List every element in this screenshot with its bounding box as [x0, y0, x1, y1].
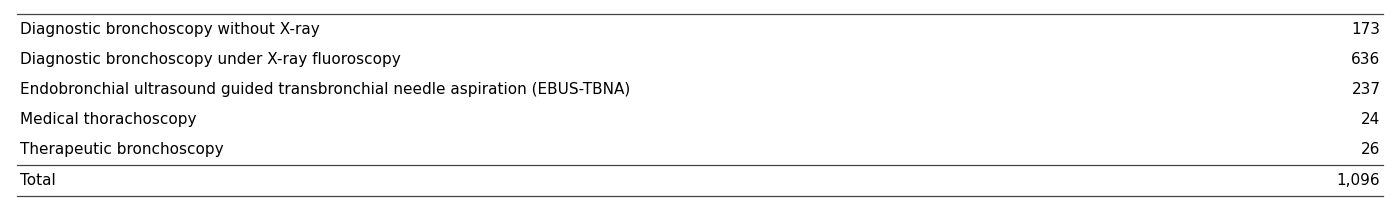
Text: 636: 636 [1351, 52, 1380, 67]
Text: 1,096: 1,096 [1337, 173, 1380, 188]
Text: Medical thorachoscopy: Medical thorachoscopy [20, 112, 196, 127]
Text: 24: 24 [1361, 112, 1380, 127]
Text: Diagnostic bronchoscopy under X-ray fluoroscopy: Diagnostic bronchoscopy under X-ray fluo… [20, 52, 400, 67]
Text: 26: 26 [1361, 142, 1380, 157]
Text: Therapeutic bronchoscopy: Therapeutic bronchoscopy [20, 142, 223, 157]
Text: Endobronchial ultrasound guided transbronchial needle aspiration (EBUS-TBNA): Endobronchial ultrasound guided transbro… [20, 82, 630, 97]
Text: Total: Total [20, 173, 56, 188]
Text: 237: 237 [1351, 82, 1380, 97]
Text: 173: 173 [1351, 22, 1380, 37]
Text: Diagnostic bronchoscopy without X-ray: Diagnostic bronchoscopy without X-ray [20, 22, 319, 37]
